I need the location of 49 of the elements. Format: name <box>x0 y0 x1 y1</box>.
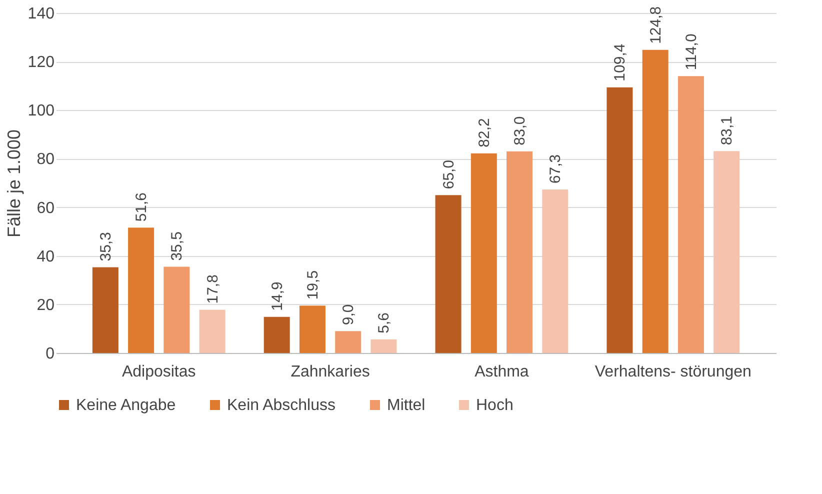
data-label: 67,3 <box>547 154 564 184</box>
y-tick-label: 60 <box>36 200 55 217</box>
legend-label: Keine Angabe <box>76 397 176 414</box>
data-label: 17,8 <box>204 274 222 304</box>
data-label: 14,9 <box>268 282 286 311</box>
data-label: 35,5 <box>168 232 186 261</box>
data-label: 109,4 <box>612 44 629 82</box>
bar <box>370 339 397 353</box>
data-label: 82,2 <box>476 118 493 148</box>
data-label: 35,3 <box>97 232 114 262</box>
bar <box>299 306 326 353</box>
bar <box>264 316 290 353</box>
y-tick-label: 80 <box>36 151 55 168</box>
bar <box>470 153 497 353</box>
data-label: 51,6 <box>133 192 150 222</box>
bar <box>606 87 633 353</box>
x-tick-label: Zahnkaries <box>290 364 370 380</box>
legend-label: Mittel <box>387 397 426 414</box>
legend-label: Kein Abschluss <box>227 397 336 414</box>
y-axis-title: Fälle je 1.000 <box>4 129 24 238</box>
bar <box>335 331 362 353</box>
bar <box>678 76 704 353</box>
bar <box>714 151 740 353</box>
bar <box>128 228 154 353</box>
y-tick-label: 20 <box>36 296 55 314</box>
data-label: 19,5 <box>304 270 322 300</box>
bar <box>164 266 190 353</box>
y-tick-label: 140 <box>28 6 55 22</box>
x-tick-label: Adipositas <box>122 364 196 380</box>
data-label: 114,0 <box>682 34 700 70</box>
x-tick-label: Asthma <box>474 364 529 380</box>
bar <box>199 310 226 353</box>
data-label: 83,1 <box>718 116 736 146</box>
bar <box>642 50 668 353</box>
y-tick-label: 0 <box>46 346 55 362</box>
bar <box>92 267 118 353</box>
data-label: 124,8 <box>647 6 664 44</box>
y-tick-label: 100 <box>28 102 55 120</box>
data-label: 65,0 <box>440 160 458 190</box>
y-tick-label: 40 <box>36 248 55 266</box>
bar <box>542 190 568 353</box>
legend-label: Hoch <box>476 397 514 414</box>
x-tick-label: Verhaltens- störungen <box>594 364 752 380</box>
bar <box>435 195 462 353</box>
data-label: 5,6 <box>376 312 393 334</box>
bar <box>506 151 533 353</box>
data-label: 9,0 <box>340 304 358 326</box>
data-label: 83,0 <box>512 116 529 146</box>
y-tick-label: 120 <box>28 54 55 72</box>
